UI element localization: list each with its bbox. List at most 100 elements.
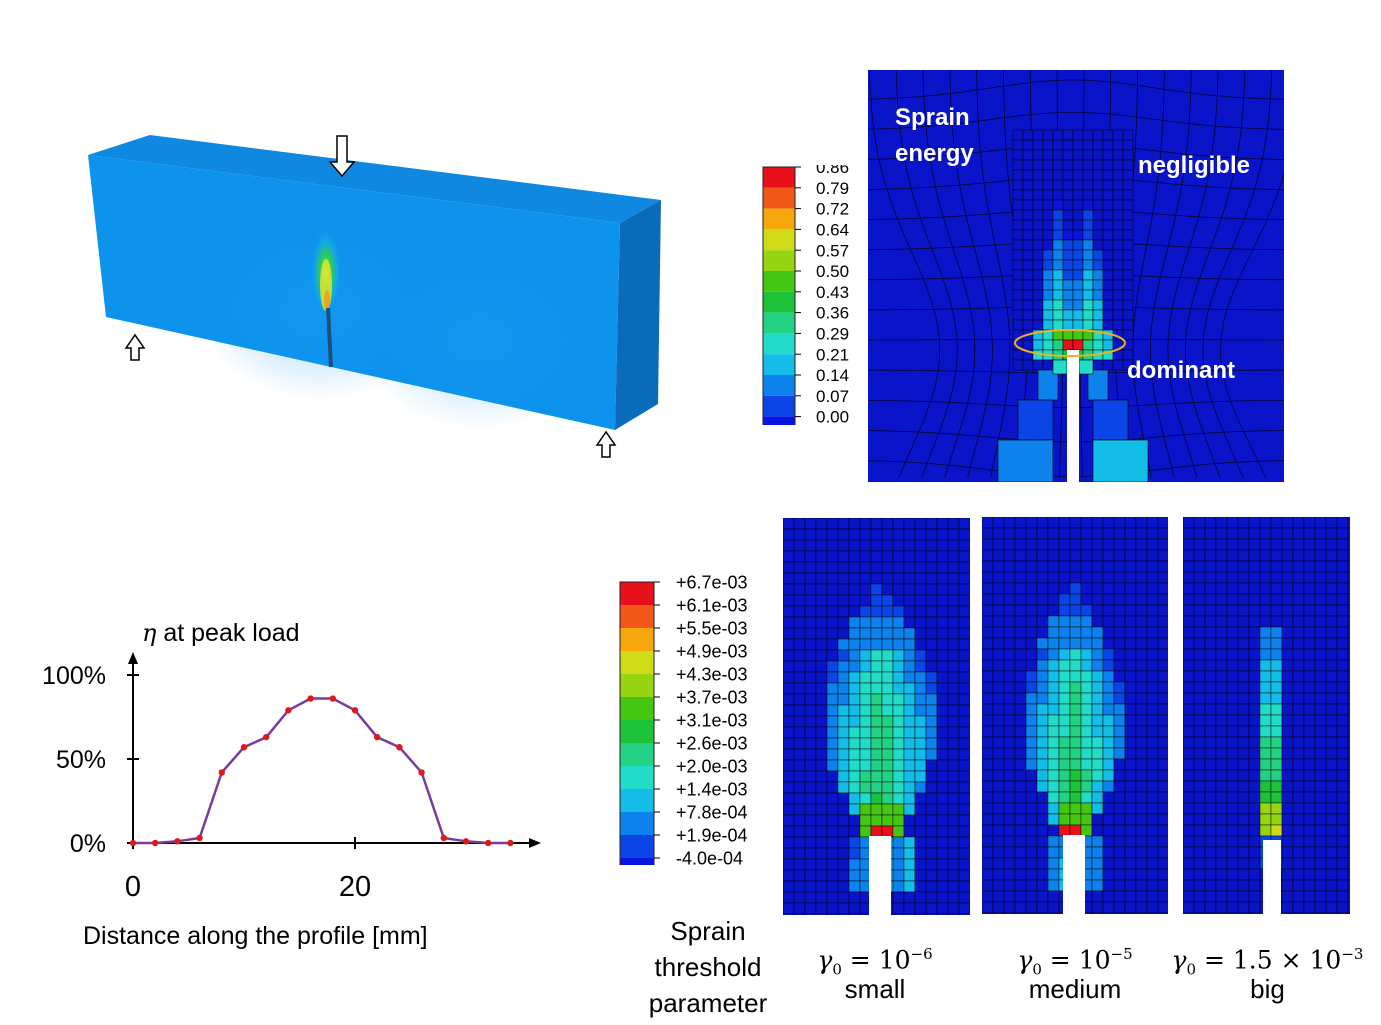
threshold-legend-swatch <box>620 812 654 835</box>
mesh-small <box>783 518 970 915</box>
data-point <box>218 769 225 776</box>
label-dominant: dominant <box>1127 357 1235 384</box>
energy-legend-swatch <box>763 250 795 271</box>
threshold-legend-swatch <box>620 789 654 812</box>
threshold-legend-tick-label: +2.0e-03 <box>676 756 748 776</box>
energy-legend-swatch <box>763 395 795 417</box>
series-line <box>133 697 511 845</box>
gamma-symbol: γ <box>1017 945 1033 975</box>
case-word-medium: medium <box>1028 974 1122 1005</box>
equation-rest: = 1.5 × 10 <box>1196 945 1342 975</box>
energy-legend-tick-label: 0.00 <box>816 408 849 425</box>
caption-line-3: parameter <box>648 988 768 1018</box>
label-energy: energy <box>895 140 974 167</box>
threshold-legend-tick-label: +3.7e-03 <box>676 687 748 707</box>
caption-line-1: Sprain <box>670 916 746 946</box>
threshold-legend-tick-label: -4.0e-04 <box>676 848 743 865</box>
beam-top-face <box>88 135 661 223</box>
energy-legend-swatch <box>763 187 795 209</box>
threshold-legend-swatch <box>620 582 654 605</box>
threshold-legend-tick-label: +6.7e-03 <box>676 572 748 592</box>
equation-exponent: −5 <box>1110 945 1133 963</box>
threshold-legend-swatch <box>620 720 654 743</box>
data-point <box>418 769 425 776</box>
gamma-symbol: γ <box>1171 945 1187 975</box>
energy-legend-tick-label: 0.72 <box>816 200 849 219</box>
threshold-legend-tick-label: +6.1e-03 <box>676 595 748 615</box>
energy-legend-swatch <box>763 312 795 334</box>
threshold-legend-swatch <box>620 743 654 766</box>
data-point <box>351 707 359 714</box>
data-point <box>285 707 292 714</box>
mesh-medium <box>982 517 1168 914</box>
equation-exponent: −3 <box>1341 945 1364 963</box>
threshold-legend-tick-label: +5.5e-03 <box>676 618 748 638</box>
y-tick-label: 50% <box>56 746 106 774</box>
energy-contour-panel: Sprain energy negligible dominant <box>868 70 1284 482</box>
case-word-small: small <box>844 974 906 1005</box>
y-tick-label: 100% <box>42 662 106 690</box>
data-point <box>307 695 314 702</box>
x-tick-label: 0 <box>125 871 141 903</box>
data-point <box>374 733 381 741</box>
plot-title-text: at peak load <box>156 619 300 647</box>
threshold-legend-colorbar: +6.7e-03 +6.1e-03 +5.5e-03 +4.9e-03 +4.3e-03… <box>619 572 748 865</box>
energy-legend-swatch <box>763 333 795 355</box>
energy-legend-colorbar: 0.86 0.79 0.72 0.640.57 0.50 0.43 0.36 0.290.21… <box>762 158 849 438</box>
threshold-legend-swatch <box>620 674 654 697</box>
energy-legend-tick-label: 0.29 <box>816 325 849 344</box>
equation-exponent: −6 <box>910 945 933 963</box>
data-point <box>129 839 137 847</box>
threshold-panel-small <box>783 518 970 915</box>
energy-legend-tick-label: 0.14 <box>816 366 849 385</box>
notch-slit <box>1063 835 1085 914</box>
threshold-legend-swatch <box>620 858 654 865</box>
energy-legend-tick-label: 0.79 <box>816 179 849 198</box>
data-point <box>507 839 514 847</box>
data-point <box>440 834 447 842</box>
data-point <box>196 834 203 842</box>
y-axis-arrow-icon <box>128 652 138 664</box>
notch <box>326 307 333 368</box>
gamma-subscript: 0 <box>1032 960 1042 979</box>
case-caption-small: γ0 = 10−6 small <box>790 945 960 1005</box>
energy-legend-swatch <box>763 416 795 438</box>
equation-rest: = 10 <box>841 945 911 975</box>
case-caption-big: γ0 = 1.5 × 10−3 big <box>1160 945 1375 1005</box>
threshold-panel-big <box>1183 517 1350 914</box>
case-caption-medium: γ0 = 10−5 medium <box>990 945 1160 1005</box>
energy-legend-tick-label: 0.64 <box>816 221 849 240</box>
data-point <box>263 733 270 741</box>
caption-line-2: threshold <box>654 952 762 982</box>
threshold-legend-swatch <box>620 766 654 789</box>
threshold-legend-tick-label: +4.9e-03 <box>676 641 748 661</box>
energy-legend-tick-label: 0.07 <box>816 387 849 406</box>
energy-legend-tick-label: 0.36 <box>816 304 849 323</box>
threshold-legend-tick-label: +2.6e-03 <box>676 733 748 753</box>
energy-mesh <box>868 70 1284 482</box>
data-point <box>485 839 492 847</box>
x-axis-arrow-icon <box>529 838 541 848</box>
data-point <box>396 744 403 751</box>
data-point <box>240 744 248 751</box>
energy-legend-swatch <box>763 229 795 251</box>
plot-title: η at peak load <box>142 619 300 648</box>
threshold-legend-swatch <box>620 835 654 858</box>
threshold-legend-swatch <box>620 605 654 628</box>
energy-legend-swatch <box>763 167 795 188</box>
gamma-subscript: 0 <box>1186 960 1197 979</box>
energy-legend-swatch <box>763 271 795 292</box>
support-arrow-left-icon <box>124 333 146 361</box>
energy-legend-swatch <box>763 291 795 313</box>
beam-side-face <box>615 200 661 430</box>
plot-xlabel: Distance along the profile [mm] <box>83 922 428 950</box>
threshold-legend-tick-label: +1.4e-03 <box>676 779 748 799</box>
profile-chart: 0% 50% 100% 0 20 <box>42 652 541 903</box>
gamma-subscript: 0 <box>832 960 842 979</box>
energy-legend-tick-label: 0.57 <box>816 241 849 260</box>
plot-title-symbol: η <box>142 619 157 647</box>
threshold-legend-swatch <box>620 697 654 720</box>
case-word-big: big <box>1250 974 1285 1005</box>
mesh-big <box>1183 517 1350 914</box>
energy-legend-tick-label: 0.86 <box>816 165 849 177</box>
